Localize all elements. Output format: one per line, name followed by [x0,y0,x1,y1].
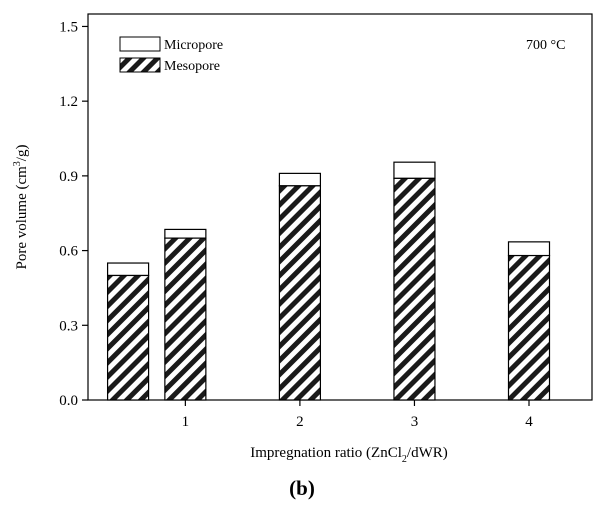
y-axis-ticks: 0.0 0.3 0.6 0.9 1.2 1.5 [59,19,88,409]
bar-mesopore [393,177,436,401]
x-axis-label: Impregnation ratio (ZnCl2/dWR) [250,445,447,465]
plot-frame [87,13,593,401]
bars-group [106,161,551,401]
bar-micropore [393,161,436,179]
bar-mesopore [507,254,551,401]
y-tick-label: 0.0 [59,393,78,409]
legend-swatch-micropore [119,36,161,52]
x-axis-ticks: 1 2 3 4 [182,400,533,430]
legend-label-mesopore: Mesopore [164,59,220,74]
y-axis-label: Pore volume (cm3/g) [12,145,30,270]
legend-swatch-mesopore [119,57,161,73]
x-tick-label: 1 [182,414,190,430]
temperature-annotation: 700 °C [526,38,565,53]
legend: Micropore Mesopore [119,36,223,74]
y-tick-label: 0.6 [59,244,78,260]
bar-mesopore [278,185,322,401]
y-tick-label: 0.9 [59,169,78,185]
bar-micropore [278,172,322,187]
y-tick-label: 0.3 [59,318,78,334]
x-tick-label: 3 [411,414,419,430]
y-tick-label: 1.2 [59,94,78,110]
x-tick-label: 4 [525,414,533,430]
y-tick-label: 1.5 [59,19,78,35]
x-tick-label: 2 [296,414,304,430]
panel-label: (b) [289,476,315,500]
legend-label-micropore: Micropore [164,38,223,53]
bar-micropore [106,262,150,277]
bar-mesopore [106,274,150,401]
bar-micropore [164,228,207,239]
bar-micropore [507,241,551,257]
bar-mesopore [164,237,207,401]
